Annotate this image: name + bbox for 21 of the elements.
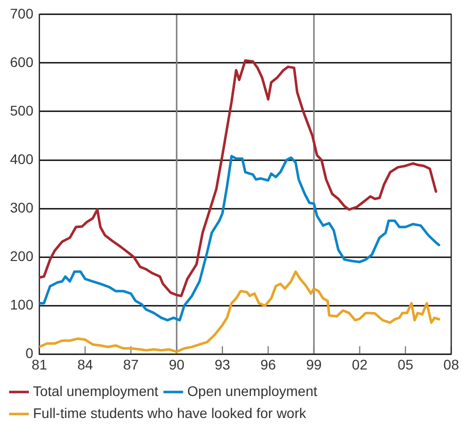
x-tick-label: 87 bbox=[123, 356, 139, 372]
x-tick-label: 96 bbox=[260, 356, 276, 372]
x-tick-label: 02 bbox=[352, 356, 368, 372]
x-tick-label: 84 bbox=[77, 356, 94, 372]
y-tick-label: 100 bbox=[10, 296, 34, 313]
legend-label: Open unemployment bbox=[187, 382, 318, 399]
legend-label: Total unemployment bbox=[33, 382, 158, 399]
y-tick-label: 500 bbox=[10, 102, 34, 118]
y-tick-label: 200 bbox=[10, 248, 34, 264]
y-tick-label: 600 bbox=[10, 54, 34, 70]
y-tick-label: 400 bbox=[10, 150, 34, 167]
y-tick-label: 700 bbox=[10, 5, 34, 22]
x-tick-label: 99 bbox=[306, 356, 322, 372]
legend-label: Full-time students who have looked for work bbox=[33, 404, 308, 421]
x-tick-label: 93 bbox=[214, 356, 230, 372]
y-tick-label: 300 bbox=[10, 199, 34, 216]
x-tick-label: 81 bbox=[32, 356, 48, 372]
y-tick-label: 0 bbox=[26, 345, 34, 362]
x-tick-label: 05 bbox=[398, 356, 414, 372]
x-tick-label: 90 bbox=[168, 356, 185, 372]
x-tick-label: 08 bbox=[443, 356, 460, 372]
